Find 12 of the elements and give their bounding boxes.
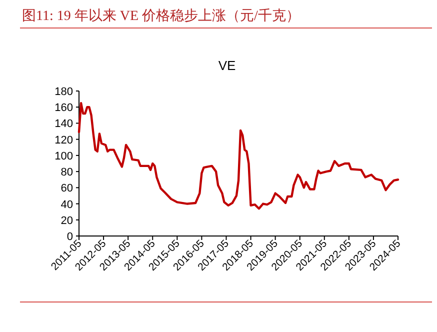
y-tick-label: 80 — [60, 166, 73, 179]
title: 图11: 19 年以来 VE 价格稳步上涨（元/千克） — [22, 9, 300, 24]
y-tick-label: 120 — [54, 134, 73, 146]
y-tick-label: 100 — [54, 150, 73, 162]
y-tick-label: 140 — [54, 118, 73, 130]
y-tick-label: 180 — [54, 86, 73, 98]
y-tick-label: 60 — [60, 182, 73, 195]
y-tick-label: 20 — [60, 214, 73, 227]
y-tick-label: 0 — [66, 231, 73, 243]
subtitle: VE — [218, 58, 236, 73]
y-tick-label: 160 — [54, 102, 73, 114]
y-tick-label: 40 — [60, 198, 73, 211]
